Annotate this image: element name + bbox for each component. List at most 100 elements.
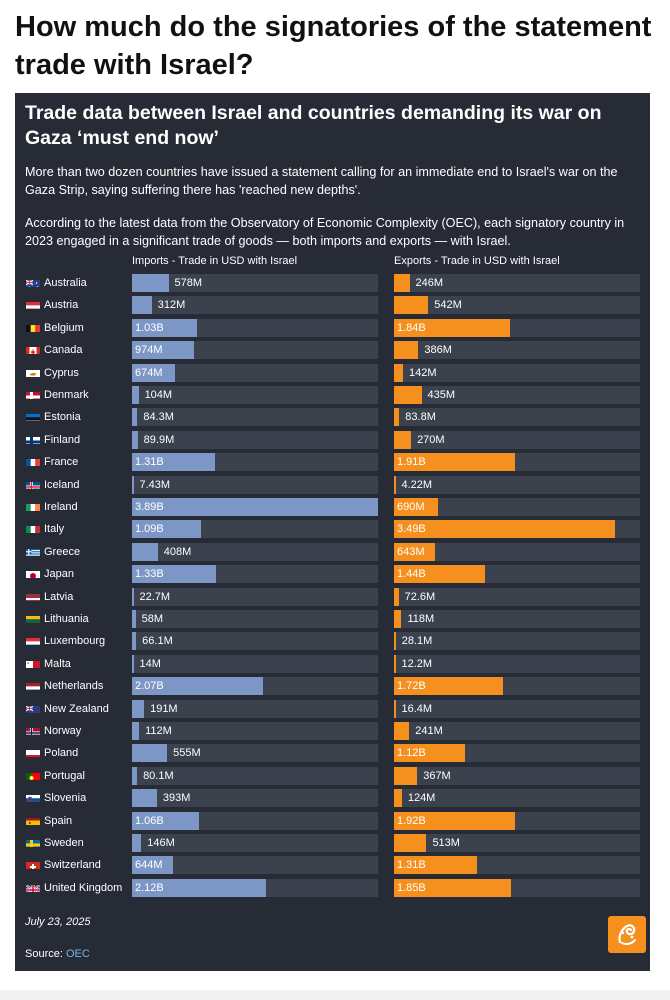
imports-bar	[132, 834, 142, 852]
imports-bar-track: 58M	[132, 610, 378, 628]
exports-bar	[394, 341, 419, 360]
exports-bar	[394, 453, 515, 472]
flag-se-icon	[26, 837, 40, 847]
imports-bar	[132, 475, 134, 494]
country-label: Greece	[44, 545, 81, 558]
country-label: Lithuania	[44, 613, 89, 625]
exports-value-label: 690M	[397, 501, 425, 513]
exports-bar	[394, 318, 511, 337]
country-label: Belgium	[44, 321, 84, 334]
flag-is-icon	[26, 479, 40, 489]
exports-bar-track: 643M	[394, 542, 640, 561]
chart-row: Denmark 104M 435M	[15, 386, 650, 404]
imports-bar	[132, 766, 138, 785]
chart-row: Portugal 80.1M 367M	[15, 766, 650, 785]
exports-value-label: 241M	[415, 725, 443, 737]
imports-value-label: 393M	[162, 792, 191, 805]
page-title: How much do the signatories of the state…	[15, 11, 652, 81]
exports-bar	[394, 699, 396, 718]
imports-value-label: 191M	[150, 702, 178, 715]
chart-row: Lithuania 58M 118M	[15, 610, 650, 628]
country-label: Denmark	[44, 389, 89, 401]
exports-bar-track: 386M	[394, 341, 640, 360]
chart-card: Trade data between Israel and countries …	[15, 93, 650, 971]
exports-bar-track: 367M	[394, 766, 640, 785]
imports-value-label: 1.09B	[135, 523, 164, 536]
flag-dk-icon	[26, 389, 40, 399]
exports-bar-track: 1.84B	[394, 318, 640, 337]
exports-value-label: 643M	[397, 545, 425, 558]
imports-value-label: 1.33B	[135, 568, 164, 581]
exports-value-label: 83.8M	[405, 411, 436, 424]
exports-bar	[394, 677, 503, 696]
exports-value-label: 367M	[423, 769, 451, 782]
exports-bar	[394, 386, 422, 404]
imports-column-header: Imports - Trade in USD with Israel	[132, 255, 298, 267]
imports-bar	[132, 610, 136, 628]
imports-bar	[132, 430, 138, 449]
exports-bar	[394, 632, 396, 651]
imports-value-label: 66.1M	[142, 635, 173, 648]
source-link[interactable]: OEC	[65, 948, 90, 960]
exports-bar-track: 513M	[394, 834, 640, 852]
exports-bar	[394, 408, 400, 427]
imports-bar-track: 644M	[132, 856, 378, 875]
imports-bar-track: 66.1M	[132, 632, 378, 651]
exports-bar	[394, 475, 396, 494]
exports-value-label: 16.4M	[401, 702, 433, 715]
imports-bar-track: 14M	[132, 654, 378, 673]
flag-es-icon	[26, 815, 40, 825]
chart-row: Latvia 22.7M 72.6M	[15, 587, 650, 606]
exports-bar-track: 1.12B	[394, 744, 640, 763]
exports-value-label: 12.2M	[401, 657, 433, 670]
exports-bar	[394, 856, 477, 875]
exports-bar-track: 124M	[394, 789, 640, 808]
imports-bar-track: 191M	[132, 699, 378, 718]
chart-row: Sweden 146M 513M	[15, 834, 650, 852]
imports-value-label: 2.12B	[135, 881, 164, 894]
flag-cy-icon	[26, 367, 40, 377]
imports-bar	[132, 386, 139, 404]
imports-bar-track: 104M	[132, 386, 378, 404]
imports-bar	[132, 542, 158, 561]
exports-value-label: 435M	[427, 389, 456, 401]
imports-bar-track: 3.89B	[132, 498, 378, 516]
exports-bar	[394, 654, 396, 673]
exports-bar	[394, 766, 418, 785]
imports-value-label: 7.43M	[139, 478, 171, 491]
chart-row: Iceland 7.43M 4.22M	[15, 475, 650, 494]
imports-bar-track: 112M	[132, 722, 378, 740]
imports-value-label: 89.9M	[143, 433, 175, 446]
imports-bar	[132, 699, 145, 718]
chart-row: Slovenia 393M 124M	[15, 789, 650, 808]
imports-bar	[132, 363, 175, 382]
exports-bar-track: 3.49B	[394, 520, 640, 539]
imports-bar-track: 80.1M	[132, 766, 378, 785]
imports-value-label: 14M	[139, 657, 161, 670]
imports-value-label: 312M	[157, 299, 186, 312]
country-label: Slovenia	[44, 792, 87, 805]
chart-row: Belgium 1.03B 1.84B	[15, 318, 650, 337]
country-label: Cyprus	[44, 366, 79, 379]
exports-value-label: 118M	[407, 613, 435, 625]
imports-value-label: 112M	[145, 725, 172, 737]
imports-bar	[132, 744, 168, 763]
imports-value-label: 1.31B	[135, 456, 164, 469]
imports-bar	[132, 677, 263, 696]
exports-value-label: 28.1M	[401, 635, 433, 648]
exports-value-label: 542M	[434, 299, 462, 312]
country-label: Italy	[44, 523, 65, 536]
chart-row: Greece 408M 643M	[15, 542, 650, 561]
exports-value-label: 246M	[415, 277, 444, 289]
exports-bar-track: 72.6M	[394, 587, 640, 606]
imports-bar-track: 1.31B	[132, 453, 378, 472]
flag-gb-icon	[26, 882, 40, 892]
flag-au-icon	[26, 277, 40, 287]
imports-value-label: 644M	[135, 859, 163, 872]
imports-bar-track: 22.7M	[132, 587, 378, 606]
imports-bar	[132, 587, 134, 606]
flag-ch-icon	[26, 859, 40, 870]
al-jazeera-logo-icon[interactable]	[608, 916, 646, 953]
flag-lv-icon	[26, 591, 40, 601]
exports-bar-track: 1.72B	[394, 677, 640, 696]
